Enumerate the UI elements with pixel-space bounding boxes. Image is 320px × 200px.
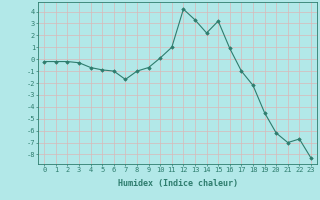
X-axis label: Humidex (Indice chaleur): Humidex (Indice chaleur) bbox=[118, 179, 238, 188]
